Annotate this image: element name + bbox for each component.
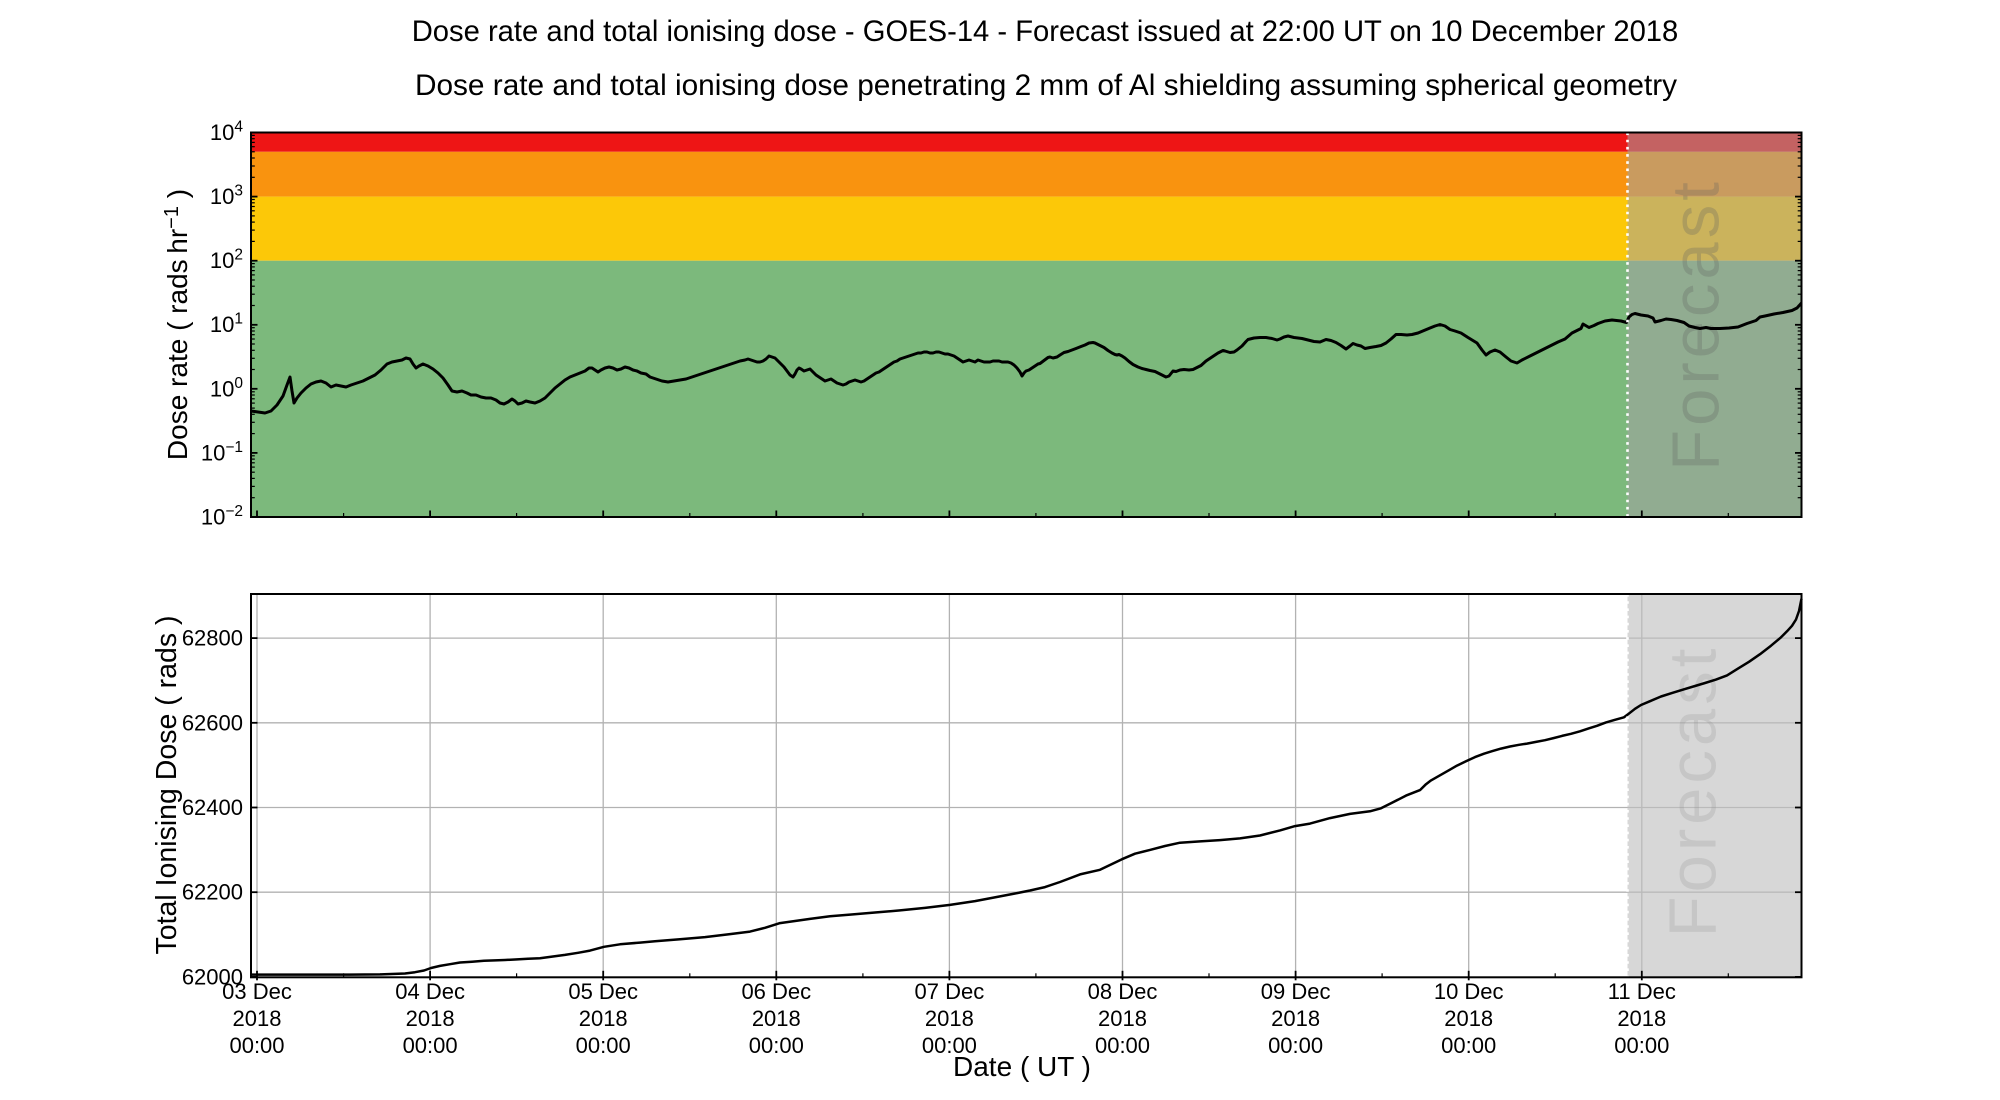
svg-text:104: 104 <box>210 119 243 146</box>
svg-text:00:00: 00:00 <box>1095 1033 1150 1058</box>
svg-text:Dose rate and total ionising d: Dose rate and total ionising dose penetr… <box>415 69 1677 102</box>
svg-text:00:00: 00:00 <box>749 1033 804 1058</box>
svg-text:Forecast: Forecast <box>1656 645 1731 938</box>
svg-text:00:00: 00:00 <box>1614 1033 1669 1058</box>
svg-text:00:00: 00:00 <box>1268 1033 1323 1058</box>
svg-text:08 Dec: 08 Dec <box>1088 979 1158 1004</box>
svg-text:62600: 62600 <box>182 710 243 735</box>
svg-text:11 Dec: 11 Dec <box>1608 979 1676 1004</box>
svg-text:2018: 2018 <box>925 1006 974 1031</box>
svg-text:62200: 62200 <box>182 880 243 905</box>
svg-text:00:00: 00:00 <box>403 1033 458 1058</box>
svg-text:102: 102 <box>210 247 243 274</box>
svg-text:2018: 2018 <box>1271 1006 1320 1031</box>
svg-text:103: 103 <box>210 183 243 210</box>
svg-text:Date ( UT ): Date ( UT ) <box>953 1051 1091 1082</box>
svg-text:2018: 2018 <box>579 1006 628 1031</box>
svg-text:00:00: 00:00 <box>922 1033 977 1058</box>
svg-text:10−1: 10−1 <box>201 439 243 466</box>
svg-text:00:00: 00:00 <box>1441 1033 1496 1058</box>
svg-text:04 Dec: 04 Dec <box>395 979 465 1004</box>
svg-text:2018: 2018 <box>752 1006 801 1031</box>
svg-text:Forecast: Forecast <box>1659 178 1734 471</box>
svg-text:100: 100 <box>210 375 243 402</box>
svg-text:2018: 2018 <box>1617 1006 1666 1031</box>
svg-text:2018: 2018 <box>233 1006 282 1031</box>
svg-text:101: 101 <box>210 311 243 338</box>
svg-text:62800: 62800 <box>182 626 243 651</box>
svg-text:62000: 62000 <box>182 964 243 989</box>
svg-text:Dose rate ( rads hr−1 ): Dose rate ( rads hr−1 ) <box>161 189 193 460</box>
svg-text:Total Ionising Dose ( rads ): Total Ionising Dose ( rads ) <box>151 616 183 955</box>
svg-text:00:00: 00:00 <box>229 1033 284 1058</box>
svg-text:00:00: 00:00 <box>576 1033 631 1058</box>
svg-text:09 Dec: 09 Dec <box>1261 979 1331 1004</box>
svg-text:07 Dec: 07 Dec <box>915 979 985 1004</box>
svg-text:10 Dec: 10 Dec <box>1434 979 1504 1004</box>
svg-text:62400: 62400 <box>182 795 243 820</box>
svg-text:Dose rate and total ionising d: Dose rate and total ionising dose - GOES… <box>412 16 1679 48</box>
svg-text:2018: 2018 <box>406 1006 455 1031</box>
svg-text:2018: 2018 <box>1444 1006 1493 1031</box>
svg-text:03 Dec: 03 Dec <box>222 979 292 1004</box>
svg-text:05 Dec: 05 Dec <box>568 979 638 1004</box>
svg-text:06 Dec: 06 Dec <box>741 979 811 1004</box>
svg-text:2018: 2018 <box>1098 1006 1147 1031</box>
svg-text:10−2: 10−2 <box>201 503 243 530</box>
